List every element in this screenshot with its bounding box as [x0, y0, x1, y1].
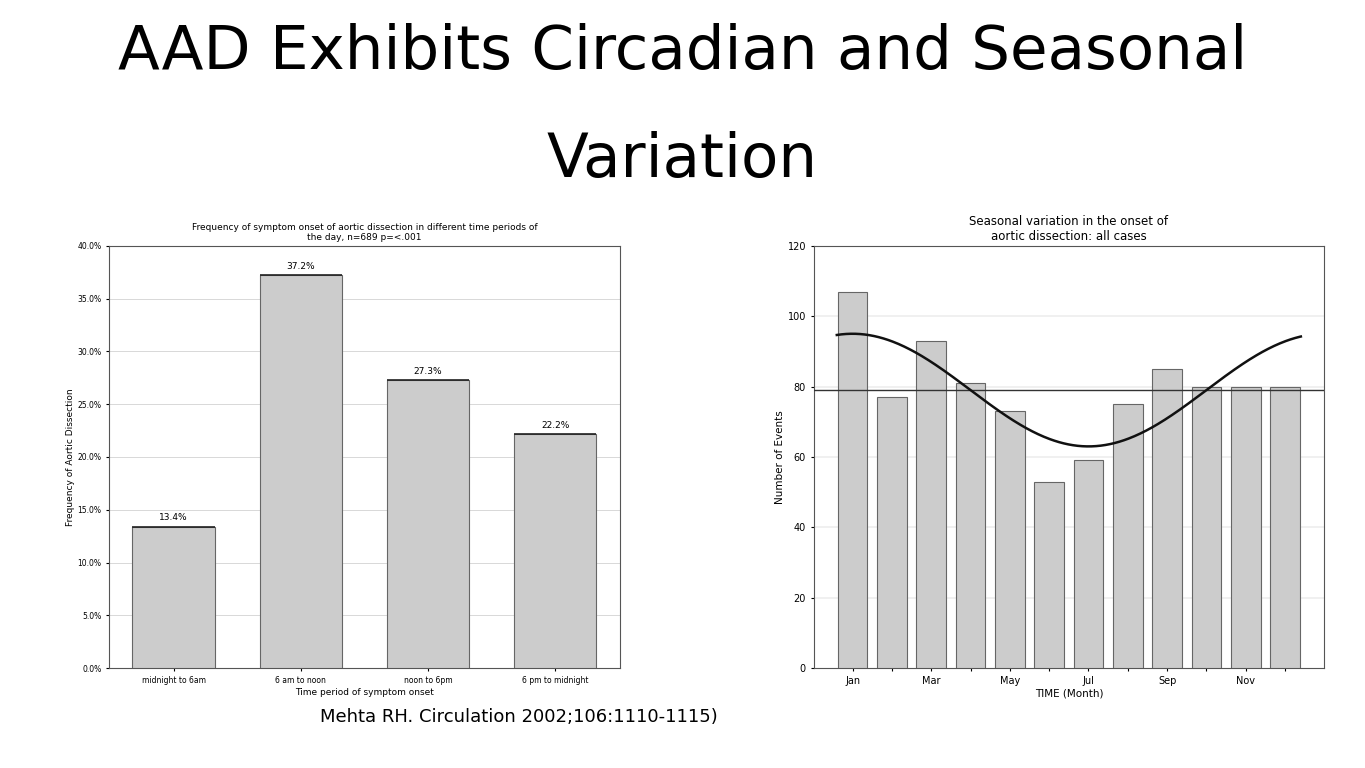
- Bar: [1152, 369, 1182, 668]
- X-axis label: Time period of symptom onset: Time period of symptom onset: [295, 687, 434, 697]
- Bar: [1192, 386, 1222, 668]
- Bar: [1231, 386, 1260, 668]
- Y-axis label: Number of Events: Number of Events: [775, 410, 785, 504]
- Text: 22.2%: 22.2%: [541, 421, 569, 429]
- Bar: [259, 276, 343, 668]
- Text: Mehta RH. Circulation 2002;106:1110-1115): Mehta RH. Circulation 2002;106:1110-1115…: [319, 708, 718, 726]
- Bar: [878, 397, 906, 668]
- Text: 27.3%: 27.3%: [414, 366, 442, 376]
- Bar: [1271, 386, 1299, 668]
- Text: 13.4%: 13.4%: [160, 514, 188, 522]
- Title: Seasonal variation in the onset of
aortic dissection: all cases: Seasonal variation in the onset of aorti…: [969, 215, 1168, 243]
- Bar: [386, 380, 470, 668]
- Text: 37.2%: 37.2%: [287, 262, 315, 271]
- X-axis label: TIME (Month): TIME (Month): [1035, 689, 1103, 699]
- Text: Variation: Variation: [547, 131, 818, 190]
- Y-axis label: Frequency of Aortic Dissection: Frequency of Aortic Dissection: [66, 388, 75, 526]
- Bar: [1074, 461, 1103, 668]
- Bar: [838, 292, 867, 668]
- Bar: [513, 434, 597, 668]
- Bar: [1035, 482, 1063, 668]
- Bar: [1112, 404, 1143, 668]
- Text: AAD Exhibits Circadian and Seasonal: AAD Exhibits Circadian and Seasonal: [117, 23, 1248, 82]
- Bar: [955, 383, 986, 668]
- Bar: [916, 341, 946, 668]
- Bar: [995, 411, 1025, 668]
- Bar: [132, 527, 216, 668]
- Title: Frequency of symptom onset of aortic dissection in different time periods of
the: Frequency of symptom onset of aortic dis…: [191, 223, 538, 242]
